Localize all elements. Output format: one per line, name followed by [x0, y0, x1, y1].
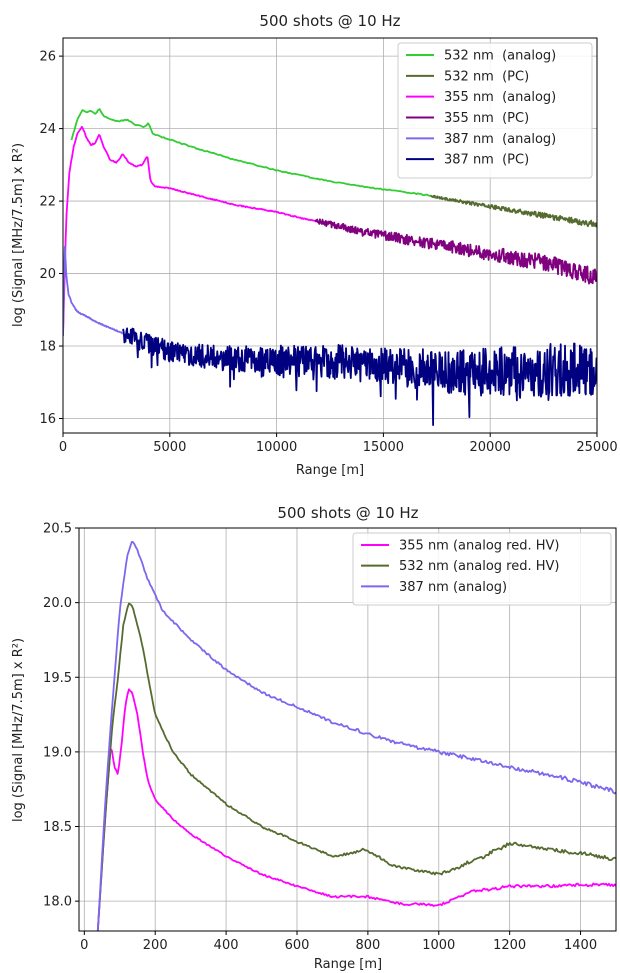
chart-top-x-tick-label: 15000	[363, 440, 404, 455]
chart-top-x-tick-label: 25000	[576, 440, 617, 455]
chart-bottom-x-tick-label: 800	[355, 938, 380, 953]
chart-bottom-x-tick-label: 1400	[564, 938, 597, 953]
chart-top-series-line-3	[314, 218, 597, 285]
chart-top-y-tick-label: 26	[39, 50, 56, 65]
chart-top-plot-area	[62, 37, 598, 434]
chart-bottom-y-axis-label: log (Signal [MHz/7.5m] x R²)	[11, 638, 26, 822]
chart-top-x-tick-label: 10000	[256, 440, 297, 455]
chart-bottom-series-line-2	[96, 541, 616, 931]
chart-bottom-y-tick-label: 19.0	[43, 745, 72, 760]
chart-bottom-plot-area	[78, 527, 617, 932]
chart-top-y-tick-label: 22	[39, 195, 56, 210]
chart-bottom-y-tick-label: 20.0	[43, 596, 72, 611]
chart-top-series-line-0	[70, 108, 431, 197]
chart-top-y-tick-label: 20	[39, 267, 56, 282]
chart-bottom-x-axis-label: Range [m]	[314, 957, 382, 972]
chart-bottom-legend-label: 532 nm (analog red. HV)	[399, 559, 560, 574]
chart-bottom-legend-label: 355 nm (analog red. HV)	[399, 539, 560, 554]
chart-top-title: 500 shots @ 10 Hz	[259, 12, 400, 30]
chart-top-legend-label: 532 nm (analog)	[444, 49, 556, 64]
chart-bottom-series-line-0	[96, 688, 616, 931]
chart-top-series-line-1	[429, 194, 597, 228]
chart-top-x-tick-label: 20000	[470, 440, 511, 455]
chart-top-legend-label: 355 nm (PC)	[444, 111, 529, 126]
chart-top-legend-label: 387 nm (PC)	[444, 153, 529, 168]
chart-bottom-series-line-1	[96, 602, 616, 931]
chart-top-x-axis-label: Range [m]	[296, 463, 364, 478]
chart-bottom-legend: 355 nm (analog red. HV) 532 nm (analog re…	[352, 532, 612, 606]
chart-top-legend-label: 532 nm (PC)	[444, 69, 529, 84]
chart-top-legend: 532 nm (analog) 532 nm (PC) 355 nm (analog…	[397, 42, 593, 179]
chart-top-legend-label: 355 nm (analog)	[444, 90, 556, 105]
chart-top-y-axis-label: log (Signal [MHz/7.5m] x R²)	[11, 143, 26, 327]
chart-bottom-x-tick-label: 0	[80, 938, 88, 953]
chart-top-x-tick-label: 0	[59, 440, 67, 455]
chart-bottom-y-tick-label: 18.0	[43, 895, 72, 910]
chart-top-y-tick-label: 24	[39, 122, 56, 137]
chart-top-legend-box	[397, 42, 593, 179]
chart-bottom-y-tick-label: 20.5	[43, 522, 72, 537]
chart-bottom-title: 500 shots @ 10 Hz	[277, 504, 418, 522]
chart-top-y-tick-label: 18	[39, 340, 56, 355]
chart-top-x-tick-label: 5000	[153, 440, 186, 455]
chart-bottom-y-tick-label: 19.5	[43, 671, 72, 686]
chart-bottom: 500 shots @ 10 Hz 0 200 400 600 800 1000 1200 1…	[11, 504, 617, 972]
chart-bottom-x-tick-label: 200	[143, 938, 168, 953]
chart-bottom-x-tick-label: 1200	[493, 938, 526, 953]
chart-bottom-x-tick-label: 600	[285, 938, 310, 953]
chart-bottom-y-tick-label: 18.5	[43, 820, 72, 835]
chart-bottom-x-tick-label: 400	[214, 938, 239, 953]
chart-top-series-line-4	[63, 245, 124, 336]
chart-top-series-line-5	[121, 327, 597, 426]
chart-bottom-legend-label: 387 nm (analog)	[399, 580, 507, 595]
chart-top-legend-label: 387 nm (analog)	[444, 132, 556, 147]
chart-bottom-x-tick-label: 1000	[422, 938, 455, 953]
chart-top: 500 shots @ 10 Hz 0 5000 10000 15000 20000 25…	[11, 12, 618, 478]
chart-bottom-legend-box	[352, 532, 612, 606]
chart-top-y-tick-label: 16	[39, 412, 56, 427]
chart-top-series-line-2	[63, 125, 315, 336]
